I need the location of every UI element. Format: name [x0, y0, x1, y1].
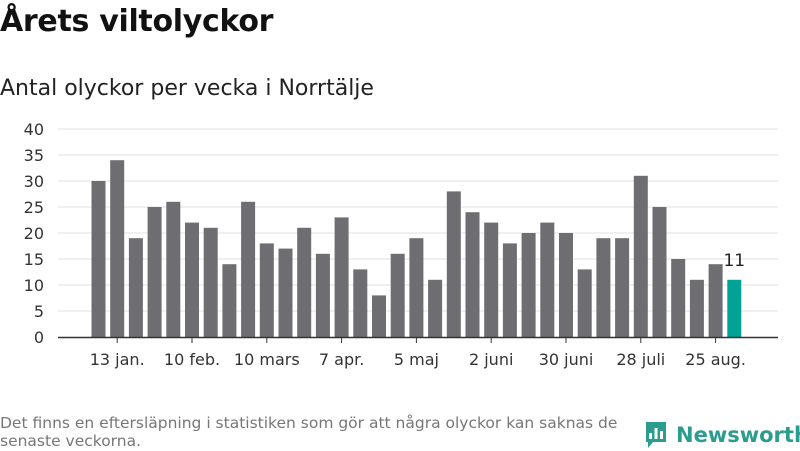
bars: [91, 160, 742, 337]
x-tick-label: 30 juni: [539, 350, 594, 369]
bar: [372, 295, 386, 337]
x-tick-label: 28 juli: [616, 350, 665, 369]
bar: [390, 253, 405, 337]
bar: [91, 181, 106, 337]
x-tick-label: 10 mars: [234, 350, 300, 369]
highlight-bar: [727, 279, 742, 337]
brand-logo: Newsworthy: [644, 419, 800, 451]
brand-name: Newsworthy: [676, 423, 800, 447]
y-tick-label: 0: [34, 328, 44, 347]
y-tick-label: 20: [24, 224, 44, 243]
bar: [446, 191, 461, 337]
x-tick-label: 2 juni: [469, 350, 513, 369]
bar: [708, 264, 723, 337]
bar: [166, 201, 181, 337]
bar: [465, 212, 480, 337]
x-axis: 13 jan. 10 feb. 10 mars 7 apr. 5 maj 2 juni 30…: [58, 336, 778, 369]
bar: [596, 238, 611, 337]
data-label: 11: [723, 251, 745, 271]
x-tick-label: 10 feb.: [164, 350, 220, 369]
y-tick-label: 10: [24, 276, 44, 295]
bar: [484, 222, 499, 337]
x-tick-label: 7 apr.: [319, 350, 364, 369]
bar: [147, 207, 162, 337]
x-tick-label: 25 aug.: [685, 350, 746, 369]
bar: [353, 269, 368, 337]
bar: [222, 264, 237, 337]
y-tick-label: 5: [34, 302, 44, 321]
footnote: Det finns en eftersläpning i statistiken…: [0, 414, 618, 450]
bar: [577, 269, 592, 337]
x-tick-label: 13 jan.: [90, 350, 145, 369]
bar: [185, 222, 199, 337]
bar: [633, 175, 648, 337]
bar: [521, 233, 536, 337]
x-tick-label: 5 maj: [394, 350, 439, 369]
y-tick-label: 25: [24, 198, 44, 217]
chart-title: Årets viltolyckor: [0, 4, 274, 39]
bar: [297, 227, 312, 337]
bar: [540, 222, 555, 337]
bar: [689, 279, 704, 337]
y-axis-ticks: 0 5 10 15 20 25 30 35 40: [24, 120, 44, 347]
bar-chart: 0 5 10 15 20 25 30 35 40 13 jan. 10 feb. 10 mars 7 …: [24, 120, 778, 369]
bar: [110, 160, 125, 337]
y-tick-label: 30: [24, 172, 44, 191]
bar: [315, 253, 330, 337]
bar: [428, 279, 443, 337]
bar: [652, 207, 667, 337]
bar: [278, 248, 293, 337]
y-tick-label: 35: [24, 146, 44, 165]
chart-subtitle: Antal olyckor per vecka i Norrtälje: [0, 76, 374, 101]
bar: [502, 243, 517, 337]
bar: [409, 238, 424, 337]
y-tick-label: 15: [24, 250, 44, 269]
bar: [559, 233, 573, 337]
y-tick-label: 40: [24, 120, 44, 139]
bar: [334, 217, 349, 337]
bar: [259, 243, 274, 337]
bar: [203, 227, 218, 337]
bar: [241, 201, 256, 337]
data-labels: 11: [723, 251, 745, 271]
newsworthy-logo-icon: [646, 422, 666, 448]
bar: [615, 238, 630, 337]
bar: [128, 238, 143, 337]
bar: [671, 259, 686, 337]
